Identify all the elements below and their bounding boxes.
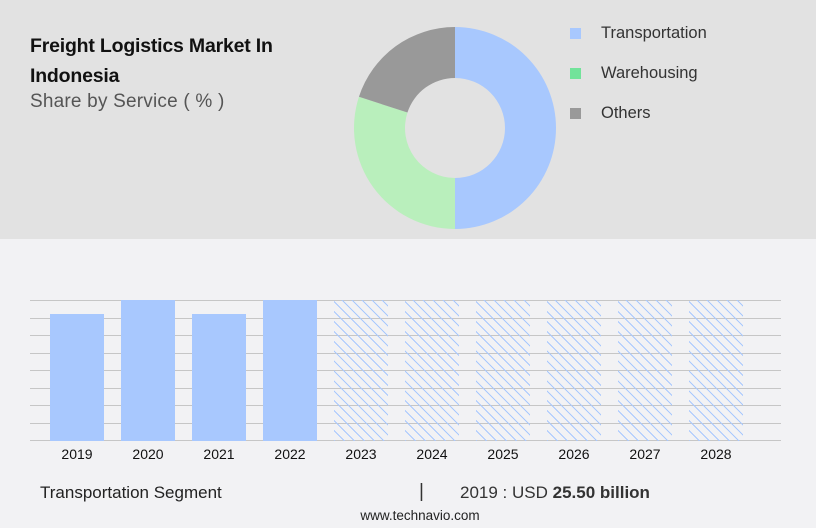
- bar-2028: [689, 300, 743, 441]
- legend: Transportation Warehousing Others: [570, 13, 707, 133]
- chart-title: Freight Logistics Market In Indonesia: [30, 35, 273, 87]
- website-link[interactable]: www.technavio.com: [360, 508, 480, 523]
- legend-swatch-icon: [570, 27, 581, 39]
- x-axis-label: 2023: [345, 446, 377, 462]
- bar-chart: [30, 300, 781, 441]
- top-panel: Freight Logistics Market In Indonesia Sh…: [0, 0, 816, 239]
- donut-slice-warehousing: [354, 96, 455, 230]
- x-axis-label: 2027: [629, 446, 661, 462]
- donut-slice-transportation: [455, 27, 556, 229]
- donut-slice-others: [358, 27, 455, 113]
- x-axis-label: 2028: [700, 446, 732, 462]
- footer-separator: |: [419, 481, 424, 502]
- bar-2027: [618, 300, 672, 441]
- x-axis-label: 2022: [274, 446, 306, 462]
- legend-swatch-icon: [570, 67, 581, 79]
- bar-2023: [334, 300, 388, 441]
- bar-2025: [476, 300, 530, 441]
- legend-label: Transportation: [601, 23, 707, 42]
- segment-value-prefix: 2019 : USD: [460, 483, 548, 502]
- bar-2019: [50, 314, 104, 441]
- legend-item-warehousing: Warehousing: [570, 53, 707, 93]
- segment-label: Transportation Segment: [40, 483, 222, 502]
- chart-subtitle: Share by Service ( % ): [30, 91, 225, 112]
- x-axis-label: 2021: [203, 446, 235, 462]
- legend-label: Others: [601, 103, 651, 122]
- x-axis-label: 2026: [558, 446, 590, 462]
- x-axis-label: 2019: [61, 446, 93, 462]
- bar-2020: [121, 300, 175, 441]
- bar-2021: [192, 314, 246, 441]
- bar-2026: [547, 300, 601, 441]
- segment-value-amount: 25.50 billion: [552, 483, 650, 502]
- donut-chart: [354, 27, 556, 230]
- bar-2022: [263, 300, 317, 441]
- x-axis-label: 2024: [416, 446, 448, 462]
- bar-2024: [405, 300, 459, 441]
- x-axis-label: 2025: [487, 446, 519, 462]
- legend-label: Warehousing: [601, 63, 698, 82]
- x-axis-label: 2020: [132, 446, 164, 462]
- segment-value: 2019 : USD 25.50 billion: [460, 483, 650, 503]
- legend-swatch-icon: [570, 107, 581, 119]
- legend-item-others: Others: [570, 93, 707, 133]
- legend-item-transportation: Transportation: [570, 13, 707, 53]
